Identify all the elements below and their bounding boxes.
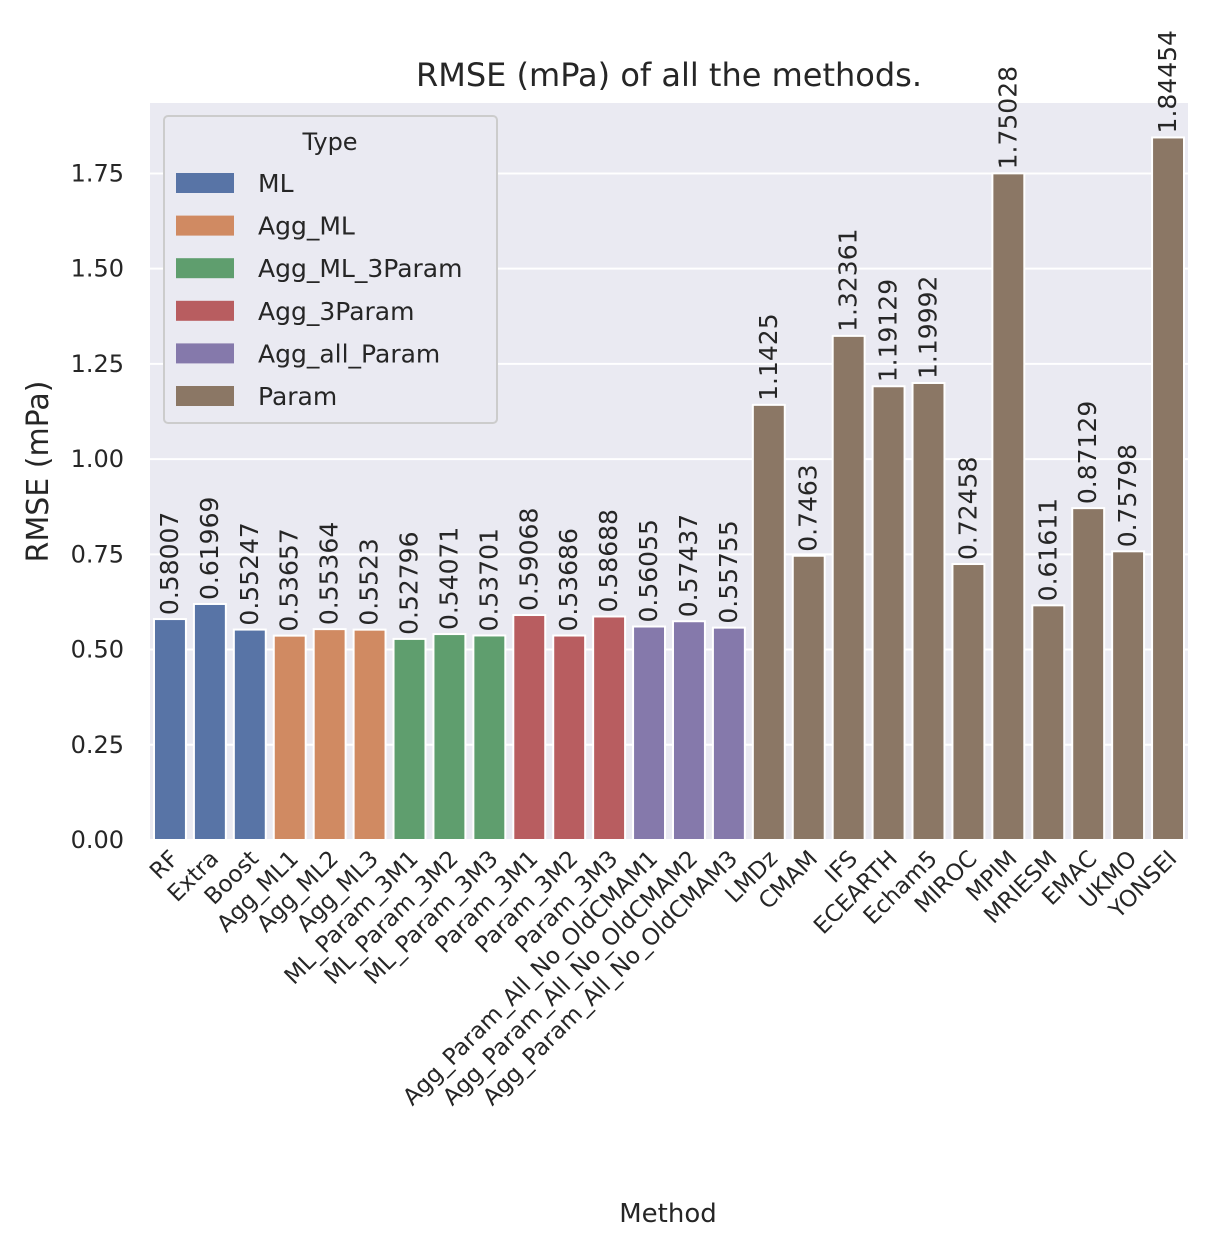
bar-value-label: 0.58007 <box>155 512 184 615</box>
bar <box>1151 136 1186 841</box>
bar <box>711 626 746 842</box>
y-tick-label: 0.25 <box>71 731 124 759</box>
bar <box>152 618 187 841</box>
bar <box>632 625 667 842</box>
bar-value-label: 1.84454 <box>1153 30 1182 133</box>
bar-value-label: 0.53701 <box>474 528 503 631</box>
y-tick-labels: 0.00 0.25 0.50 0.75 1.00 1.25 1.50 1.75 <box>71 159 124 854</box>
bar <box>1111 550 1146 842</box>
bars <box>152 136 1186 842</box>
bar-value-label: 0.57437 <box>674 514 703 617</box>
y-tick-label: 0.00 <box>71 826 124 854</box>
chart-title: RMSE (mPa) of all the methods. <box>416 56 922 94</box>
bar <box>192 602 227 842</box>
bar-value-label: 0.52796 <box>395 532 424 635</box>
bar-value-label: 0.59068 <box>514 508 543 611</box>
bar <box>392 637 427 842</box>
y-tick-label: 0.75 <box>71 540 124 568</box>
y-tick-label: 1.25 <box>71 350 124 378</box>
bar <box>592 615 627 841</box>
legend-entry-label: Agg_ML <box>258 212 355 241</box>
bar <box>831 334 866 841</box>
y-axis-label: RMSE (mPa) <box>21 380 56 562</box>
legend-swatch <box>176 215 234 236</box>
legend-entry-label: Agg_ML_3Param <box>258 254 462 283</box>
legend-swatch <box>176 173 234 193</box>
bar <box>512 614 547 841</box>
bar <box>751 403 786 841</box>
bar <box>432 633 467 842</box>
bar <box>991 172 1026 841</box>
bar-value-label: 0.58688 <box>594 509 623 612</box>
legend-entry-label: ML <box>258 169 294 198</box>
bar <box>1071 507 1106 841</box>
bar-value-label: 0.75798 <box>1113 444 1142 547</box>
bar-value-label: 1.19992 <box>914 276 943 379</box>
bar-value-labels: 0.58007 0.61969 0.55247 0.53657 0.55364 0.552… <box>155 30 1182 635</box>
bar <box>552 634 587 841</box>
bar-value-label: 0.55247 <box>235 522 264 625</box>
legend-swatch <box>176 258 234 279</box>
bar-value-label: 0.87129 <box>1073 401 1102 504</box>
bar-value-label: 1.19129 <box>874 279 903 382</box>
legend-entries: ML Agg_ML Agg_ML_3Param Agg_3Param Agg_all_P… <box>176 169 462 411</box>
legend-swatch <box>176 386 234 406</box>
legend-entry-label: Agg_all_Param <box>258 339 440 368</box>
bar-value-label: 0.53686 <box>554 528 583 631</box>
legend-title: Type <box>301 128 357 156</box>
bar <box>1031 604 1066 841</box>
bar-value-label: 0.54071 <box>434 527 463 630</box>
y-tick-label: 1.75 <box>71 159 124 187</box>
bar <box>951 563 986 841</box>
legend-entry-label: Agg_3Param <box>258 297 414 326</box>
bar-value-label: 0.72458 <box>953 457 982 560</box>
bar-value-label: 1.75028 <box>993 66 1022 169</box>
bar-value-label: 0.55755 <box>714 520 743 623</box>
x-axis-label: Method <box>619 1199 717 1229</box>
bar <box>871 385 906 841</box>
y-tick-label: 0.50 <box>71 636 124 664</box>
bar <box>472 634 507 842</box>
bar-value-label: 0.5523 <box>355 538 384 625</box>
x-tick-labels: RFExtraBoostAgg_ML1Agg_ML2Agg_ML3ML_Para… <box>145 846 1182 1111</box>
bar-value-label: 1.32361 <box>834 228 863 331</box>
legend-box <box>163 115 498 424</box>
y-tick-label: 1.00 <box>71 445 124 473</box>
bar <box>911 381 946 841</box>
bar-value-label: 0.61611 <box>1033 498 1062 601</box>
bar <box>312 628 347 841</box>
bar-value-label: 0.56055 <box>634 519 663 622</box>
bar <box>671 620 706 842</box>
bar-value-label: 0.7463 <box>794 464 823 551</box>
bar-value-label: 0.53657 <box>275 528 304 631</box>
bar <box>232 628 267 842</box>
legend: Type ML Agg_ML Agg_ML_3Param Agg_3Param Agg_… <box>163 115 498 424</box>
bar-value-label: 1.1425 <box>754 313 783 400</box>
bar-value-label: 0.61969 <box>195 497 224 600</box>
bar <box>272 634 307 842</box>
y-tick-label: 1.50 <box>71 255 124 283</box>
legend-swatch <box>176 343 234 364</box>
bar <box>791 554 826 842</box>
legend-entry-label: Param <box>258 382 337 411</box>
legend-swatch <box>176 300 234 321</box>
bar-value-label: 0.55364 <box>315 522 344 625</box>
bar <box>352 628 387 841</box>
